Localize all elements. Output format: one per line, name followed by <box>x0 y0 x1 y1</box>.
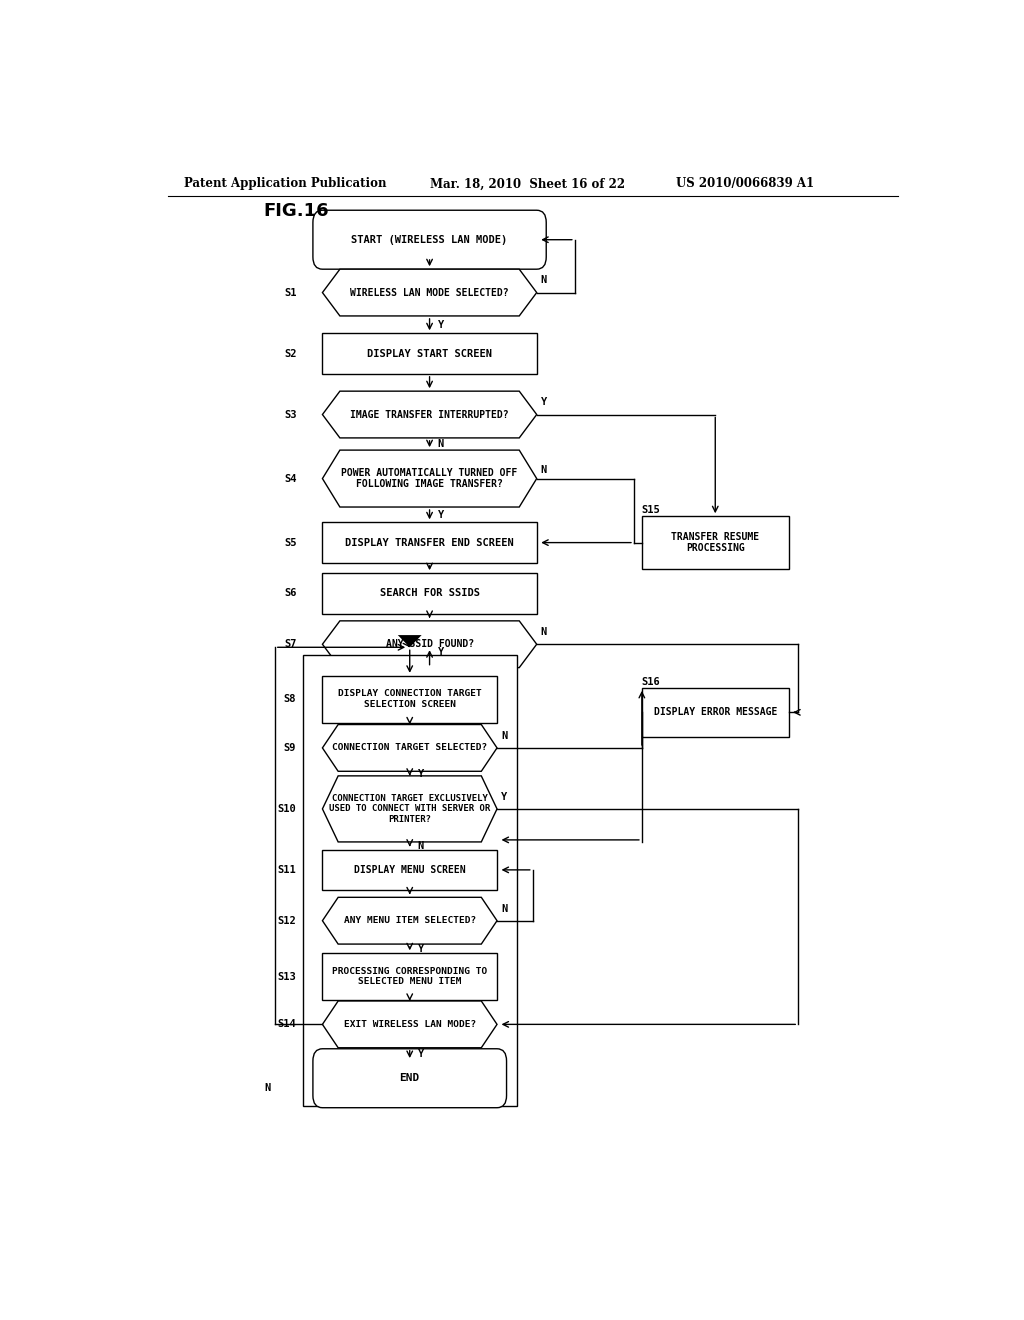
Text: S13: S13 <box>278 972 296 982</box>
Text: Mar. 18, 2010  Sheet 16 of 22: Mar. 18, 2010 Sheet 16 of 22 <box>430 177 625 190</box>
Text: END: END <box>399 1073 420 1084</box>
Text: DISPLAY TRANSFER END SCREEN: DISPLAY TRANSFER END SCREEN <box>345 537 514 548</box>
Text: N: N <box>541 466 547 475</box>
Polygon shape <box>323 1001 497 1048</box>
Polygon shape <box>323 776 497 842</box>
Bar <box>323 676 497 722</box>
Text: S3: S3 <box>285 409 297 420</box>
Text: Y: Y <box>418 768 424 779</box>
Text: ANY SSID FOUND?: ANY SSID FOUND? <box>385 639 474 649</box>
Text: ANY MENU ITEM SELECTED?: ANY MENU ITEM SELECTED? <box>344 916 476 925</box>
Text: S10: S10 <box>278 804 296 814</box>
Bar <box>323 573 537 614</box>
Text: S2: S2 <box>285 348 297 359</box>
Text: EXIT WIRELESS LAN MODE?: EXIT WIRELESS LAN MODE? <box>344 1020 476 1028</box>
Text: DISPLAY START SCREEN: DISPLAY START SCREEN <box>367 348 493 359</box>
Text: N: N <box>437 440 443 449</box>
Text: DISPLAY MENU SCREEN: DISPLAY MENU SCREEN <box>354 865 466 875</box>
Text: DISPLAY CONNECTION TARGET
SELECTION SCREEN: DISPLAY CONNECTION TARGET SELECTION SCRE… <box>338 689 481 709</box>
Text: N: N <box>541 276 547 285</box>
Text: S4: S4 <box>285 474 297 483</box>
Text: N: N <box>501 903 507 913</box>
Text: S7: S7 <box>285 639 297 649</box>
FancyBboxPatch shape <box>313 1049 507 1107</box>
Bar <box>323 850 497 890</box>
Text: POWER AUTOMATICALLY TURNED OFF
FOLLOWING IMAGE TRANSFER?: POWER AUTOMATICALLY TURNED OFF FOLLOWING… <box>341 467 518 490</box>
Bar <box>303 656 517 1106</box>
Polygon shape <box>323 898 497 944</box>
Text: S14: S14 <box>278 1019 296 1030</box>
Text: Y: Y <box>418 944 424 953</box>
Text: N: N <box>418 841 424 851</box>
Text: S1: S1 <box>285 288 297 297</box>
Text: CONNECTION TARGET SELECTED?: CONNECTION TARGET SELECTED? <box>332 743 487 752</box>
Text: Y: Y <box>418 1049 424 1060</box>
Text: S16: S16 <box>642 677 660 686</box>
Bar <box>323 523 537 562</box>
Text: US 2010/0066839 A1: US 2010/0066839 A1 <box>676 177 814 190</box>
Text: Y: Y <box>437 510 443 520</box>
Text: S15: S15 <box>642 506 660 515</box>
Text: SEARCH FOR SSIDS: SEARCH FOR SSIDS <box>380 589 479 598</box>
Text: CONNECTION TARGET EXCLUSIVELY
USED TO CONNECT WITH SERVER OR
PRINTER?: CONNECTION TARGET EXCLUSIVELY USED TO CO… <box>329 795 490 824</box>
Text: S9: S9 <box>284 743 296 752</box>
Text: DISPLAY ERROR MESSAGE: DISPLAY ERROR MESSAGE <box>653 708 777 717</box>
Text: S5: S5 <box>285 537 297 548</box>
Text: TRANSFER RESUME
PROCESSING: TRANSFER RESUME PROCESSING <box>671 532 760 553</box>
Text: Y: Y <box>501 792 507 801</box>
Polygon shape <box>323 725 497 771</box>
Polygon shape <box>323 391 537 438</box>
Text: N: N <box>541 627 547 638</box>
FancyBboxPatch shape <box>313 210 546 269</box>
Bar <box>323 333 537 374</box>
Text: Patent Application Publication: Patent Application Publication <box>183 177 386 190</box>
Text: Y: Y <box>437 319 443 330</box>
Text: S8: S8 <box>284 694 296 704</box>
Polygon shape <box>323 620 537 668</box>
Text: START (WIRELESS LAN MODE): START (WIRELESS LAN MODE) <box>351 235 508 244</box>
Text: S11: S11 <box>278 865 296 875</box>
Bar <box>642 516 788 569</box>
Text: S6: S6 <box>285 589 297 598</box>
Text: FIG.16: FIG.16 <box>263 202 329 220</box>
Bar <box>323 953 497 1001</box>
Text: N: N <box>264 1084 270 1093</box>
Text: Y: Y <box>437 647 443 657</box>
Polygon shape <box>323 269 537 315</box>
Text: PROCESSING CORRESPONDING TO
SELECTED MENU ITEM: PROCESSING CORRESPONDING TO SELECTED MEN… <box>332 968 487 986</box>
Bar <box>642 688 788 737</box>
Polygon shape <box>323 450 537 507</box>
Text: Y: Y <box>541 397 547 408</box>
Polygon shape <box>397 635 422 647</box>
Text: IMAGE TRANSFER INTERRUPTED?: IMAGE TRANSFER INTERRUPTED? <box>350 409 509 420</box>
Text: WIRELESS LAN MODE SELECTED?: WIRELESS LAN MODE SELECTED? <box>350 288 509 297</box>
Text: N: N <box>501 731 507 741</box>
Text: S12: S12 <box>278 916 296 925</box>
